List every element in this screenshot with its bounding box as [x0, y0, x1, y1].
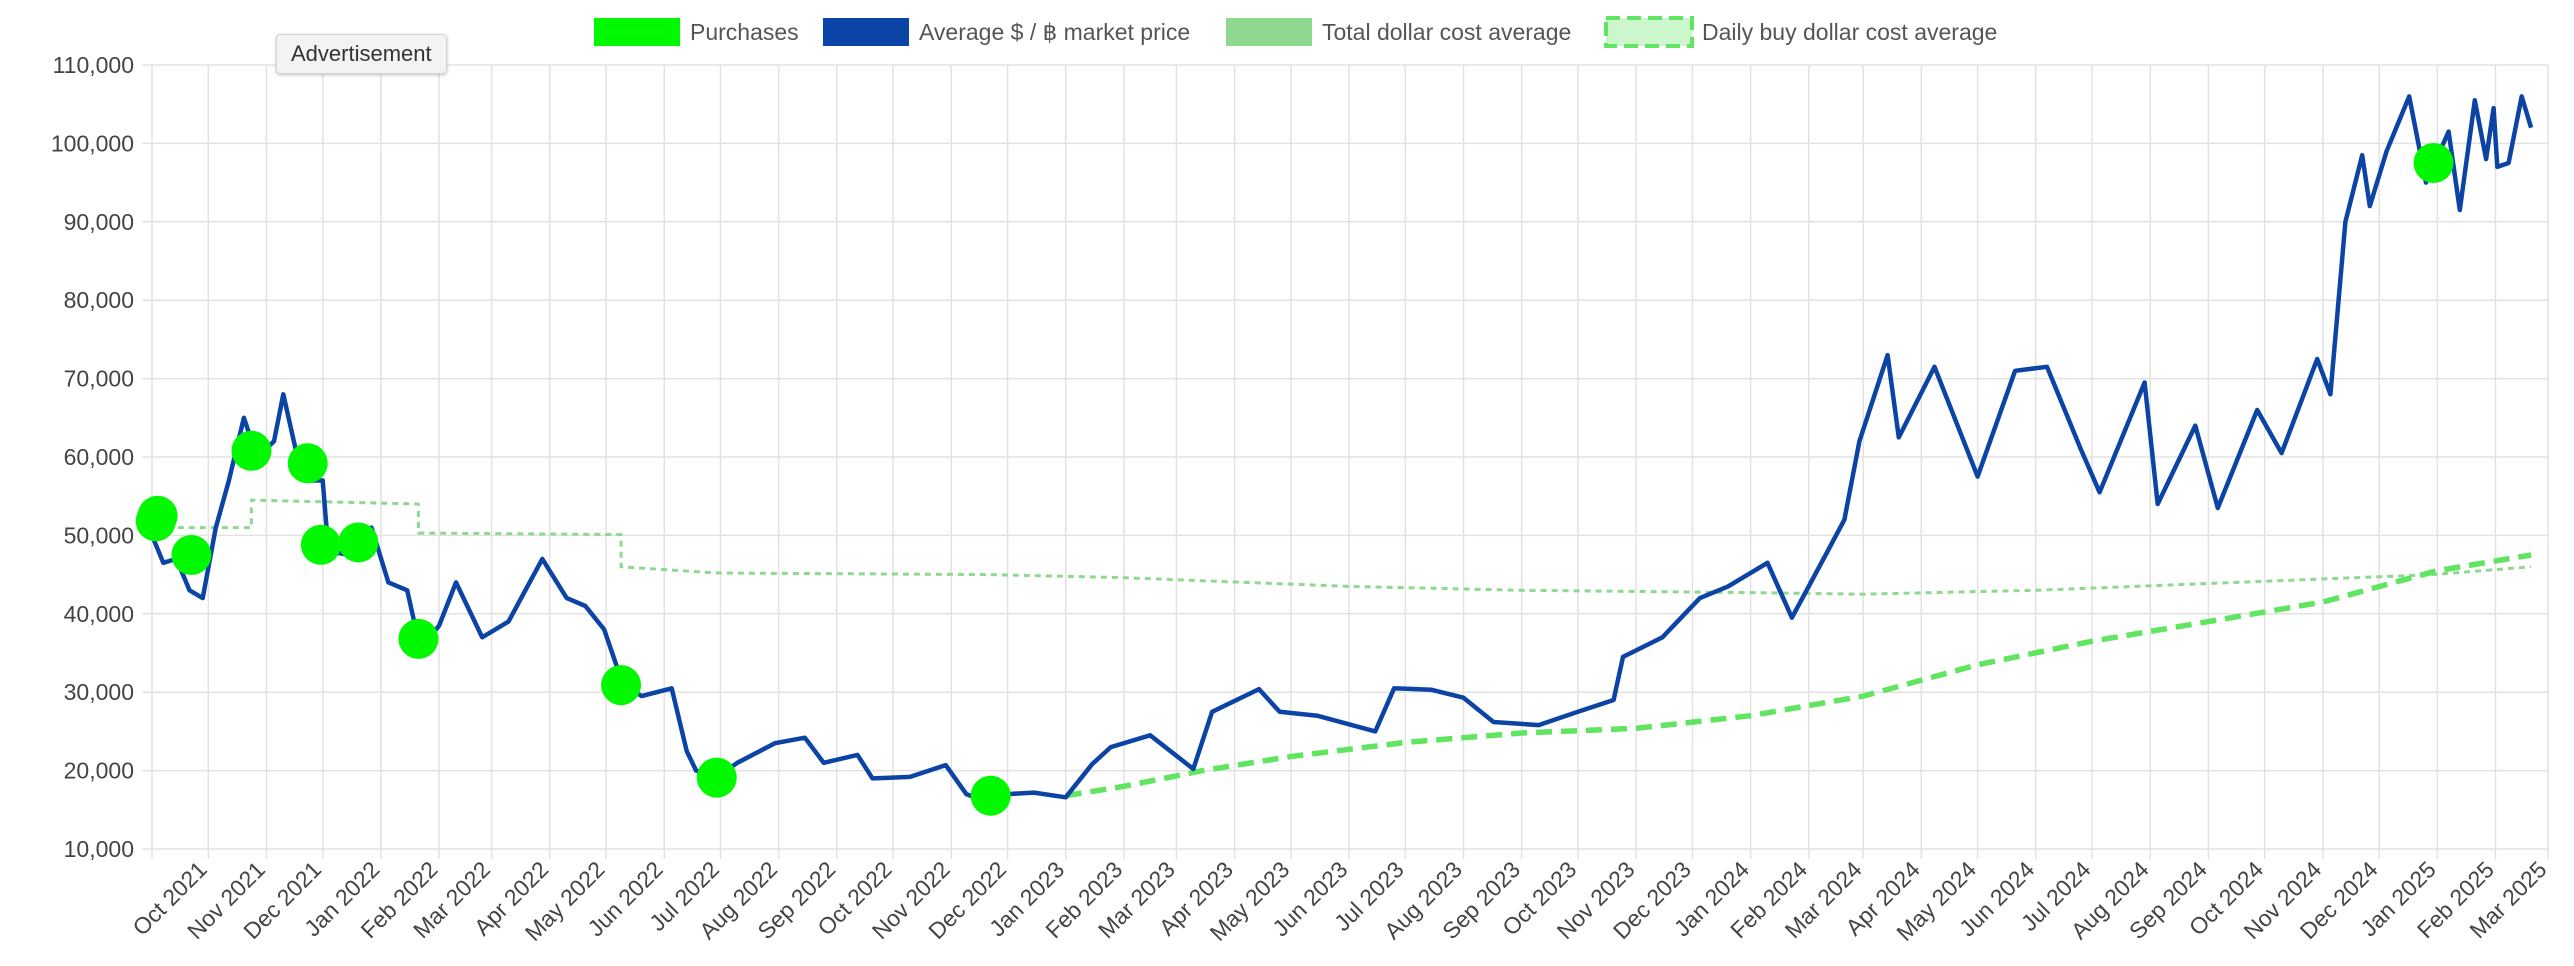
y-tick-label: 110,000: [53, 52, 134, 78]
purchase-point[interactable]: [696, 757, 737, 798]
y-tick-label: 90,000: [64, 209, 134, 235]
purchase-point[interactable]: [970, 775, 1011, 816]
legend-swatch: [594, 18, 680, 46]
daily-buy-dollar-cost-average-line: [1065, 552, 2532, 799]
legend-item-purchases[interactable]: Purchases: [594, 18, 799, 46]
legend-swatch: [1226, 18, 1312, 46]
purchase-point[interactable]: [338, 522, 379, 563]
purchase-point[interactable]: [601, 665, 642, 706]
y-tick-label: 10,000: [64, 836, 134, 862]
y-axis: 10,000 20,000 30,000 40,000 50,000 60,000 70,0…: [51, 52, 134, 862]
purchase-point[interactable]: [171, 535, 212, 575]
legend-item-total-dollar-cost-average[interactable]: Total dollar cost average: [1226, 18, 1571, 46]
grid: [142, 64, 2549, 859]
purchase-point[interactable]: [300, 524, 341, 565]
legend-label: Purchases: [690, 19, 799, 45]
y-tick-label: 50,000: [64, 522, 134, 548]
y-tick-label: 80,000: [64, 287, 134, 313]
legend-item-average-market-price[interactable]: Average $ / ฿ market price: [823, 18, 1190, 46]
legend-item-daily-buy-dollar-cost-average[interactable]: Daily buy dollar cost average: [1604, 16, 1997, 48]
series-layer: [149, 94, 2534, 805]
advertisement-tooltip: Advertisement: [276, 34, 447, 74]
y-tick-label: 60,000: [64, 444, 134, 470]
purchase-point[interactable]: [2413, 143, 2454, 183]
y-tick-label: 30,000: [64, 679, 134, 705]
legend-swatch: [1604, 16, 1694, 48]
y-tick-label: 100,000: [51, 130, 134, 156]
purchase-point[interactable]: [398, 618, 439, 659]
purchase-point[interactable]: [135, 501, 176, 542]
legend[interactable]: Purchases Average $ / ฿ market price Total…: [594, 16, 1997, 48]
total-dollar-cost-average-line: [155, 498, 2532, 596]
y-tick-label: 70,000: [64, 366, 134, 392]
purchase-points[interactable]: [135, 143, 2454, 816]
legend-label: Daily buy dollar cost average: [1702, 19, 1997, 45]
legend-swatch: [823, 18, 909, 46]
y-tick-label: 20,000: [64, 758, 134, 784]
average-market-price-line: [149, 94, 2534, 805]
legend-label: Total dollar cost average: [1322, 19, 1571, 45]
purchase-point[interactable]: [287, 443, 328, 484]
legend-label: Average $ / ฿ market price: [919, 19, 1190, 45]
purchase-point[interactable]: [231, 430, 272, 471]
y-tick-label: 40,000: [64, 601, 134, 627]
